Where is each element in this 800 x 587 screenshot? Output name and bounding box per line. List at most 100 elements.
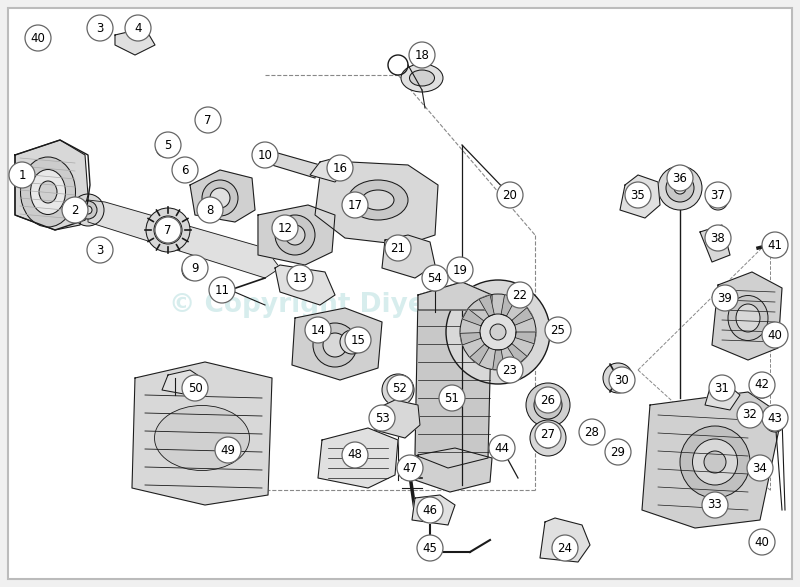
Text: 17: 17 [347,198,362,211]
Circle shape [762,232,788,258]
Ellipse shape [704,451,726,473]
Text: 32: 32 [742,409,758,421]
Circle shape [712,285,738,311]
Circle shape [605,439,631,465]
Text: 52: 52 [393,382,407,394]
Text: 26: 26 [541,393,555,407]
Ellipse shape [84,206,92,214]
Ellipse shape [728,295,768,340]
Text: 20: 20 [502,188,518,201]
Circle shape [209,277,235,303]
Polygon shape [700,225,730,262]
Circle shape [156,139,174,157]
Circle shape [9,162,35,188]
Text: 14: 14 [310,323,326,336]
Ellipse shape [72,194,104,226]
Ellipse shape [39,181,57,203]
Circle shape [327,155,353,181]
Circle shape [422,265,448,291]
Polygon shape [415,282,492,468]
Circle shape [709,375,735,401]
Polygon shape [275,265,335,305]
Circle shape [606,440,630,464]
Ellipse shape [362,190,394,210]
Polygon shape [705,385,740,410]
Ellipse shape [348,180,408,220]
Circle shape [197,197,223,223]
Circle shape [737,402,763,428]
Circle shape [345,327,371,353]
Circle shape [155,132,181,158]
Circle shape [708,190,728,210]
Polygon shape [712,272,782,360]
Circle shape [418,536,442,560]
Circle shape [146,208,190,252]
Polygon shape [479,295,494,316]
Circle shape [173,161,191,179]
Circle shape [215,437,241,463]
Circle shape [155,217,181,243]
Circle shape [202,180,238,216]
Polygon shape [292,308,382,380]
Text: 34: 34 [753,461,767,474]
Text: 23: 23 [502,363,518,376]
Text: 9: 9 [191,261,198,275]
Circle shape [340,330,364,354]
Text: 7: 7 [164,224,172,237]
Circle shape [535,387,561,413]
Circle shape [666,174,694,202]
Circle shape [417,497,443,523]
Circle shape [272,215,298,241]
Polygon shape [620,175,660,218]
Ellipse shape [680,426,750,498]
Circle shape [762,322,788,348]
Polygon shape [88,200,280,278]
Text: 22: 22 [513,288,527,302]
Polygon shape [260,148,320,178]
Circle shape [674,182,686,194]
Circle shape [342,192,368,218]
Circle shape [387,375,413,401]
Text: 39: 39 [718,292,733,305]
Ellipse shape [428,273,442,291]
Circle shape [552,535,578,561]
Circle shape [526,383,570,427]
Circle shape [702,492,728,518]
Circle shape [182,375,208,401]
Ellipse shape [401,64,443,92]
Circle shape [397,455,423,481]
Text: 12: 12 [278,221,293,234]
Text: 54: 54 [427,272,442,285]
Polygon shape [132,362,272,505]
Circle shape [382,374,414,406]
Text: 8: 8 [206,204,214,217]
Polygon shape [15,140,88,230]
Circle shape [705,225,731,251]
Text: 29: 29 [610,446,626,458]
Text: 11: 11 [214,284,230,296]
Text: 15: 15 [350,333,366,346]
Polygon shape [310,158,348,182]
Circle shape [195,107,221,133]
Circle shape [658,166,702,210]
Text: 40: 40 [30,32,46,45]
Circle shape [87,237,113,263]
Polygon shape [375,400,420,438]
Circle shape [535,422,561,448]
Ellipse shape [30,170,66,214]
Circle shape [747,455,773,481]
Text: 6: 6 [182,164,189,177]
Text: 40: 40 [767,329,782,342]
Text: 38: 38 [710,231,726,245]
Text: 13: 13 [293,272,307,285]
Circle shape [342,442,368,468]
Text: 5: 5 [164,139,172,151]
Polygon shape [540,518,590,562]
Circle shape [89,239,111,261]
Circle shape [275,215,315,255]
Circle shape [480,314,516,350]
Circle shape [182,255,208,281]
Text: 1: 1 [18,168,26,181]
Text: 43: 43 [767,411,782,424]
Circle shape [439,385,465,411]
